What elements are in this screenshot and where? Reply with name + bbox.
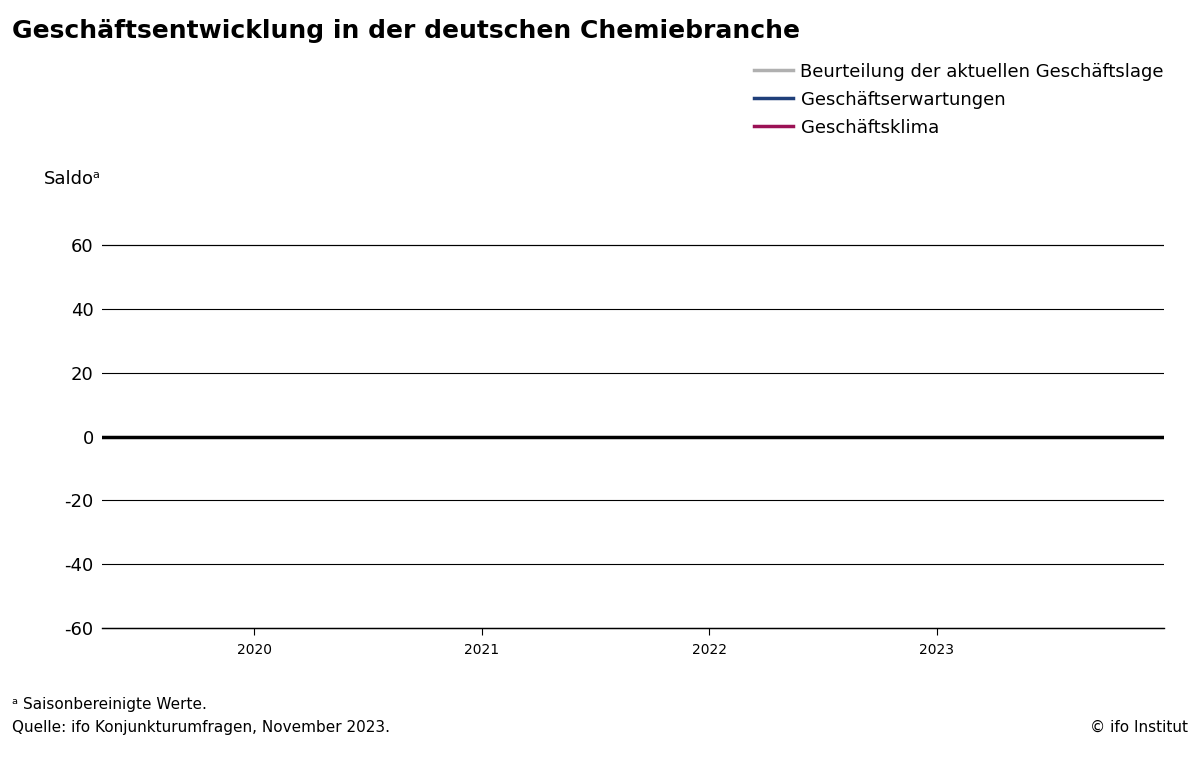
Text: Saldoᵃ: Saldoᵃ <box>43 169 101 187</box>
Legend: Beurteilung der aktuellen Geschäftslage, Geschäftserwartungen, Geschäftsklima: Beurteilung der aktuellen Geschäftslage,… <box>754 62 1164 136</box>
Text: © ifo Institut: © ifo Institut <box>1090 720 1188 735</box>
Text: Geschäftsentwicklung in der deutschen Chemiebranche: Geschäftsentwicklung in der deutschen Ch… <box>12 19 800 43</box>
Text: Quelle: ifo Konjunkturumfragen, November 2023.: Quelle: ifo Konjunkturumfragen, November… <box>12 720 390 735</box>
Text: ᵃ Saisonbereinigte Werte.: ᵃ Saisonbereinigte Werte. <box>12 697 206 712</box>
